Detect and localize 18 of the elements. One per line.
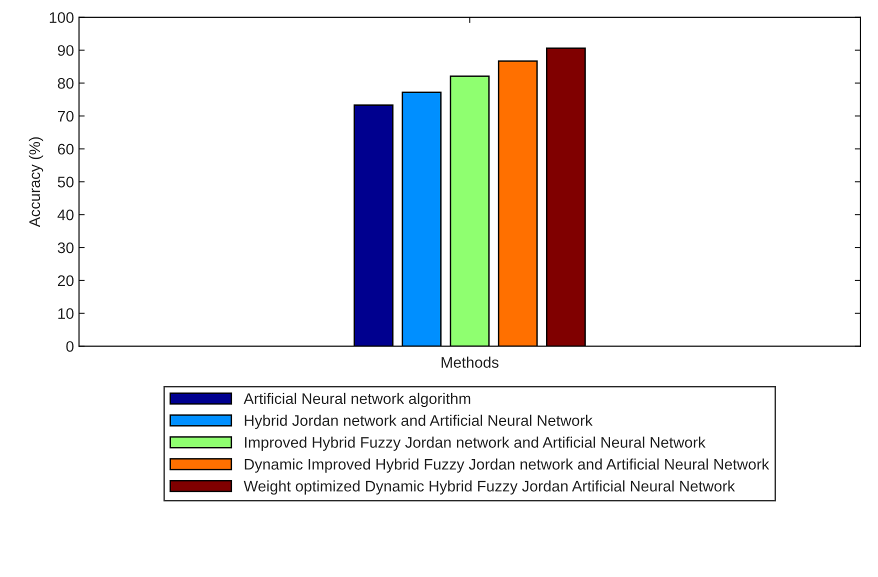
y-tick-label: 80 — [58, 78, 74, 89]
y-tick-label: 70 — [58, 110, 74, 122]
legend-label: Artificial Neural network algorithm — [244, 392, 470, 408]
x-axis-title: Methods — [442, 356, 498, 368]
y-tick-label: 40 — [58, 210, 74, 220]
y-tick-label: 30 — [58, 242, 74, 254]
legend-label: Weight optimized Dynamic Hybrid Fuzzy Jordan Artificial Neural Network — [244, 480, 735, 495]
y-tick-label: 10 — [58, 308, 74, 319]
y-tick-label: 20 — [58, 275, 74, 286]
legend-label: Improved Hybrid Fuzzy Jordan network and Artificial Neural Network — [245, 436, 706, 451]
y-tick-label: 0 — [66, 341, 74, 352]
y-tick-label: 60 — [58, 144, 74, 155]
y-tick-label: 90 — [58, 45, 74, 56]
y-axis-title: Accuracy (%) — [28, 137, 44, 228]
y-tick-label: 50 — [58, 176, 74, 188]
legend-label: Hybrid Jordan network and Artificial Neural Network — [244, 414, 593, 429]
y-tick-label: 100 — [50, 12, 74, 23]
legend-label: Dynamic Improved Hybrid Fuzzy Jordan network and Artificial Neural Network — [244, 458, 770, 473]
